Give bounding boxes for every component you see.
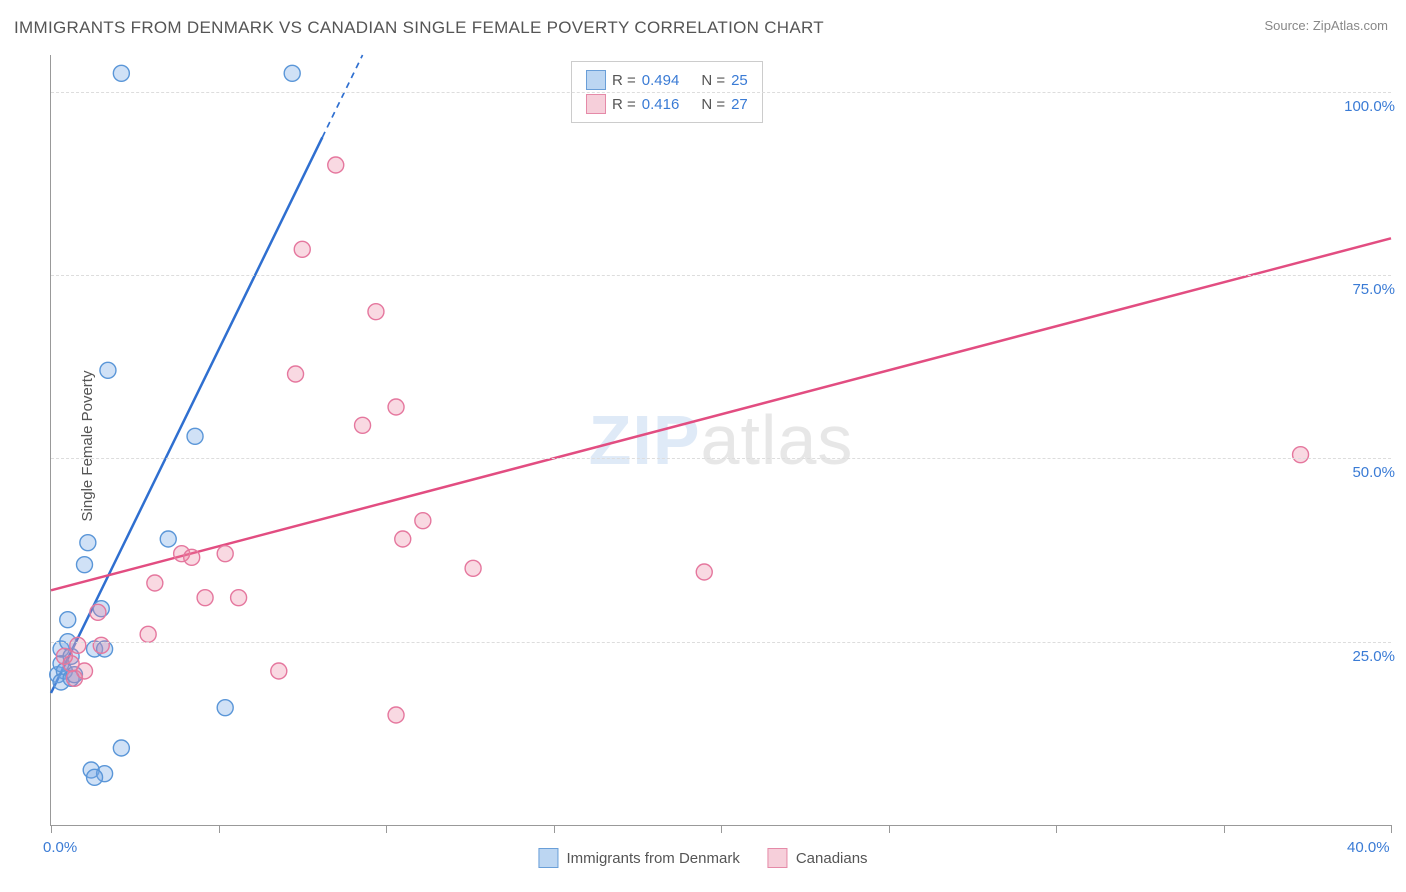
r-label: R =: [612, 72, 636, 89]
data-point-denmark: [187, 428, 203, 444]
chart-title: IMMIGRANTS FROM DENMARK VS CANADIAN SING…: [14, 18, 824, 38]
data-point-canadians: [271, 663, 287, 679]
legend-label-denmark: Immigrants from Denmark: [566, 850, 739, 867]
y-tick-label: 25.0%: [1352, 648, 1395, 665]
data-point-canadians: [328, 157, 344, 173]
gridline: [51, 458, 1391, 459]
x-tick: [1056, 825, 1057, 833]
y-tick-label: 75.0%: [1352, 281, 1395, 298]
data-point-canadians: [147, 575, 163, 591]
data-point-canadians: [368, 304, 384, 320]
n-label-2: N =: [701, 96, 725, 113]
data-point-canadians: [395, 531, 411, 547]
data-point-canadians: [90, 604, 106, 620]
swatch-denmark-icon: [586, 70, 606, 90]
data-point-canadians: [415, 513, 431, 529]
source-label: Source: ZipAtlas.com: [1264, 18, 1388, 33]
data-point-denmark: [113, 740, 129, 756]
data-point-canadians: [388, 399, 404, 415]
legend-item-canadians: Canadians: [768, 848, 868, 868]
gridline: [51, 275, 1391, 276]
x-tick: [1391, 825, 1392, 833]
x-tick: [554, 825, 555, 833]
data-point-denmark: [100, 362, 116, 378]
data-point-denmark: [284, 65, 300, 81]
data-point-canadians: [388, 707, 404, 723]
data-point-denmark: [60, 612, 76, 628]
swatch-canadians-icon: [586, 94, 606, 114]
data-point-denmark: [160, 531, 176, 547]
legend-swatch-denmark-icon: [538, 848, 558, 868]
r-value-canadians: 0.416: [642, 96, 680, 113]
series-legend: Immigrants from Denmark Canadians: [538, 848, 867, 868]
data-point-canadians: [231, 590, 247, 606]
data-point-canadians: [184, 549, 200, 565]
x-tick: [219, 825, 220, 833]
data-point-canadians: [465, 560, 481, 576]
scatter-svg: [51, 55, 1391, 825]
legend-item-denmark: Immigrants from Denmark: [538, 848, 739, 868]
legend-label-canadians: Canadians: [796, 850, 868, 867]
data-point-canadians: [140, 626, 156, 642]
x-tick: [1224, 825, 1225, 833]
data-point-denmark: [80, 535, 96, 551]
data-point-denmark: [113, 65, 129, 81]
data-point-canadians: [217, 546, 233, 562]
data-point-canadians: [355, 417, 371, 433]
x-tick-label: 40.0%: [1347, 839, 1390, 856]
gridline: [51, 92, 1391, 93]
data-point-canadians: [294, 241, 310, 257]
trend-line-dash-denmark: [322, 55, 362, 137]
y-tick-label: 100.0%: [1344, 98, 1395, 115]
n-value-canadians: 27: [731, 96, 748, 113]
gridline: [51, 642, 1391, 643]
data-point-canadians: [288, 366, 304, 382]
n-label: N =: [701, 72, 725, 89]
data-point-denmark: [217, 700, 233, 716]
trend-line-canadians: [51, 238, 1391, 590]
data-point-canadians: [70, 637, 86, 653]
n-value-denmark: 25: [731, 72, 748, 89]
data-point-canadians: [77, 663, 93, 679]
data-point-canadians: [197, 590, 213, 606]
data-point-canadians: [696, 564, 712, 580]
r-value-denmark: 0.494: [642, 72, 680, 89]
x-tick-label: 0.0%: [43, 839, 77, 856]
legend-swatch-canadians-icon: [768, 848, 788, 868]
data-point-denmark: [87, 769, 103, 785]
plot-area: ZIPatlas R = 0.494 N = 25 R = 0.416 N = …: [50, 55, 1391, 826]
x-tick: [889, 825, 890, 833]
data-point-canadians: [93, 637, 109, 653]
data-point-denmark: [77, 557, 93, 573]
r-label-2: R =: [612, 96, 636, 113]
x-tick: [51, 825, 52, 833]
stats-row-denmark: R = 0.494 N = 25: [586, 68, 748, 92]
x-tick: [386, 825, 387, 833]
x-tick: [721, 825, 722, 833]
data-point-canadians: [1293, 447, 1309, 463]
y-tick-label: 50.0%: [1352, 464, 1395, 481]
stats-row-canadians: R = 0.416 N = 27: [586, 92, 748, 116]
